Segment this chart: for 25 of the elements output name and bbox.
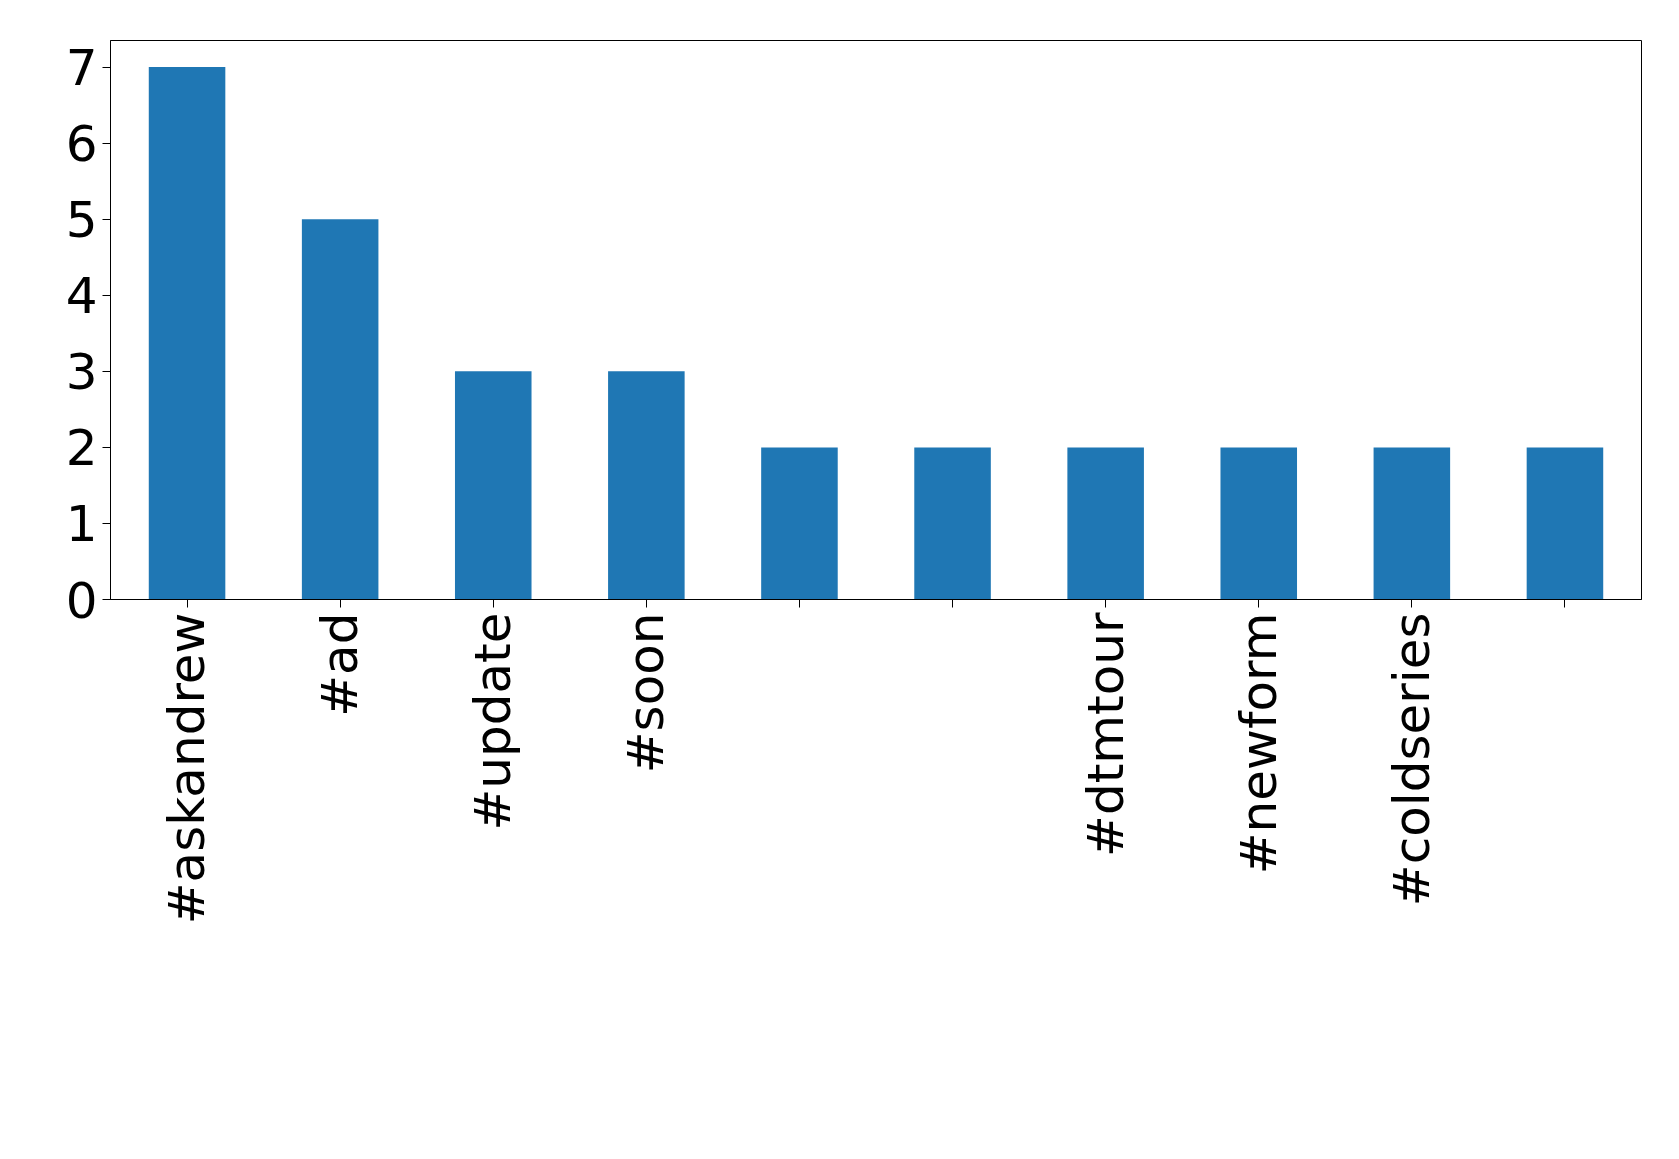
- x-tick-label: #soon: [617, 612, 676, 774]
- y-tick-label: 7: [65, 39, 98, 98]
- x-tick-label: #update: [464, 612, 523, 831]
- x-tick-label: #dtmtour: [1076, 612, 1135, 857]
- bar: [1220, 447, 1298, 600]
- bar: [301, 219, 379, 600]
- bar: [1526, 447, 1604, 600]
- bar: [1373, 447, 1451, 600]
- bar: [454, 371, 532, 600]
- y-tick-label: 4: [65, 267, 98, 326]
- bar: [761, 447, 838, 600]
- x-tick-label: #askandrew: [158, 612, 217, 925]
- x-tick-label: #ad: [311, 612, 370, 717]
- bar: [1067, 447, 1144, 600]
- y-tick-label: 2: [65, 419, 98, 478]
- y-tick-label: 0: [65, 571, 98, 630]
- y-tick-label: 3: [65, 343, 98, 402]
- y-tick-label: 1: [65, 495, 98, 554]
- x-tick-label: #coldseries: [1382, 612, 1441, 907]
- bar: [148, 67, 226, 600]
- bar: [608, 371, 685, 600]
- y-tick-label: 6: [65, 115, 98, 174]
- bar: [914, 447, 991, 600]
- x-tick-label: #newform: [1229, 612, 1288, 875]
- y-tick-label: 5: [65, 191, 98, 250]
